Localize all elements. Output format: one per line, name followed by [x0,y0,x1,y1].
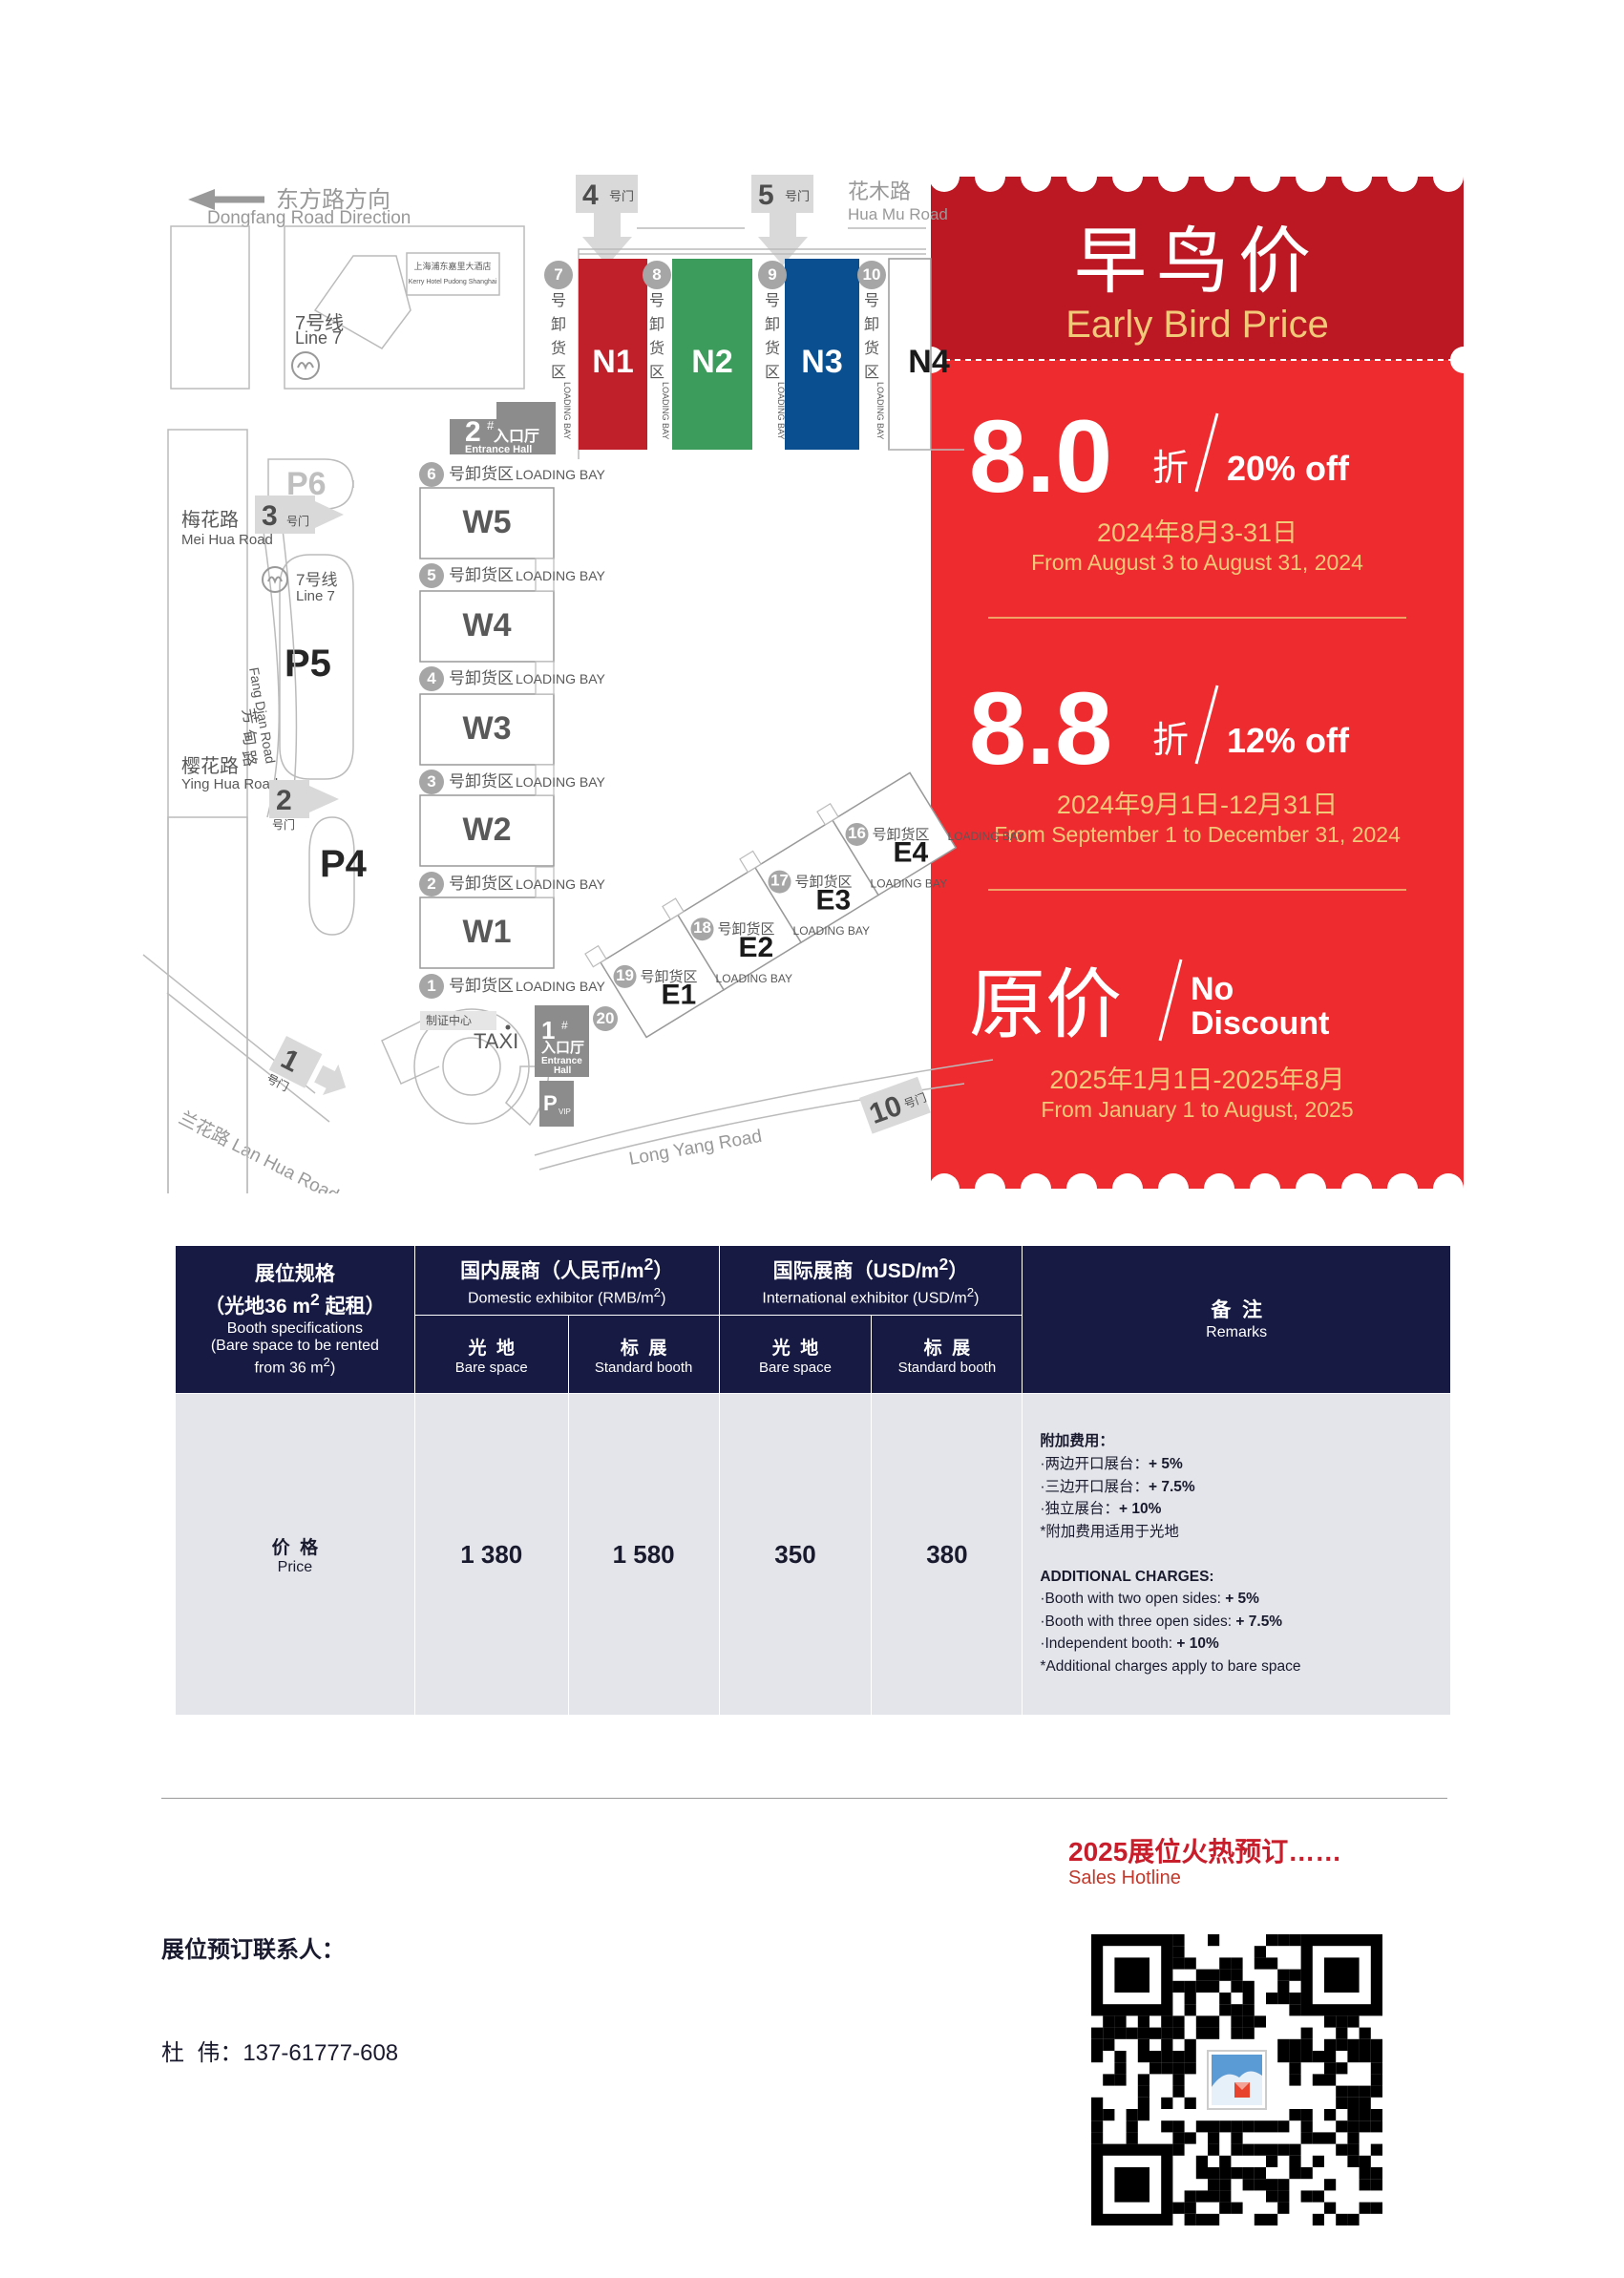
svg-text:8: 8 [652,265,661,284]
svg-text:LOADING BAY: LOADING BAY [948,830,1024,843]
svg-text:Hua Mu Road: Hua Mu Road [848,205,948,223]
svg-text:货: 货 [765,340,780,357]
svg-text:货: 货 [551,340,566,357]
svg-text:号卸货区: 号卸货区 [449,772,514,791]
svg-text:Line 7: Line 7 [296,588,335,604]
svg-text:LOADING BAY: LOADING BAY [562,382,572,439]
svg-text:货: 货 [864,340,879,357]
svg-text:Entrance Hall: Entrance Hall [465,444,532,455]
svg-text:货: 货 [649,340,664,357]
svg-text:Kerry Hotel Pudong Shanghai: Kerry Hotel Pudong Shanghai [409,279,497,285]
svg-text:号: 号 [551,292,566,309]
svg-text:区: 区 [864,365,879,381]
svg-text:号卸货区: 号卸货区 [449,669,514,687]
svg-text:号卸货区: 号卸货区 [873,827,930,843]
svg-text:卸: 卸 [864,316,879,333]
svg-text:TAXI: TAXI [474,1029,518,1053]
svg-text:5: 5 [427,566,435,584]
svg-text:梅花路: 梅花路 [181,509,239,531]
svg-text:LOADING BAY: LOADING BAY [516,671,606,686]
svg-text:5: 5 [758,179,774,211]
svg-text:号: 号 [649,292,664,309]
svg-text:LOADING BAY: LOADING BAY [875,382,885,439]
svg-text:入口厅: 入口厅 [541,1040,584,1056]
svg-text:19: 19 [616,966,634,984]
svg-text:花木路: 花木路 [848,179,911,203]
svg-text:4: 4 [427,669,436,687]
svg-text:1: 1 [427,977,435,995]
svg-text:卸: 卸 [551,316,566,333]
svg-text:号卸货区: 号卸货区 [449,977,514,995]
svg-text:号门: 号门 [609,189,634,203]
svg-text:号卸货区: 号卸货区 [718,921,775,938]
svg-text:Line 7: Line 7 [295,328,342,348]
svg-text:制证中心: 制证中心 [426,1013,472,1027]
svg-text:号卸货区: 号卸货区 [449,566,514,584]
svg-text:路: 路 [239,749,260,768]
svg-text:卸: 卸 [765,316,780,333]
svg-text:樱花路: 樱花路 [181,755,239,777]
svg-text:10: 10 [863,265,881,284]
svg-text:兰花路 Lan Hua Road: 兰花路 Lan Hua Road [176,1107,343,1193]
svg-text:卸: 卸 [649,316,664,333]
svg-text:号门: 号门 [785,189,810,203]
svg-text:号卸货区: 号卸货区 [449,875,514,893]
svg-text:Ying Hua Road: Ying Hua Road [181,776,278,792]
svg-text:3: 3 [427,772,435,791]
svg-text:LOADING BAY: LOADING BAY [716,972,792,985]
svg-text:2: 2 [276,785,292,816]
svg-text:Hall: Hall [554,1065,572,1076]
svg-text:LOADING BAY: LOADING BAY [661,382,670,439]
svg-text:W2: W2 [463,812,512,848]
svg-text:号门: 号门 [272,817,295,832]
svg-text:16: 16 [848,824,866,842]
svg-text:17: 17 [770,872,789,890]
svg-text:Dongfang Road Direction: Dongfang Road Direction [207,208,411,228]
svg-text:7号线: 7号线 [296,571,337,589]
svg-text:入口厅: 入口厅 [494,428,539,445]
svg-text:号卸货区: 号卸货区 [795,875,853,891]
svg-text:3: 3 [262,500,278,532]
svg-text:P4: P4 [320,843,368,885]
svg-text:LOADING BAY: LOADING BAY [871,877,947,891]
svg-text:4: 4 [582,179,599,211]
svg-text:6: 6 [427,465,435,483]
svg-text:上海浦东嘉里大酒店: 上海浦东嘉里大酒店 [413,261,491,271]
svg-text:#: # [561,1019,568,1032]
svg-text:9: 9 [768,265,776,284]
svg-text:W4: W4 [463,607,512,643]
svg-text:18: 18 [693,918,711,937]
svg-text:LOADING BAY: LOADING BAY [516,568,606,583]
svg-text:LOADING BAY: LOADING BAY [516,774,606,790]
svg-text:号: 号 [864,292,879,309]
svg-text:LOADING BAY: LOADING BAY [793,924,870,938]
svg-text:LOADING BAY: LOADING BAY [516,876,606,892]
svg-text:N2: N2 [691,344,732,380]
svg-text:号: 号 [765,292,780,309]
svg-text:Long Yang Road: Long Yang Road [627,1127,763,1170]
svg-text:LOADING BAY: LOADING BAY [516,467,606,482]
svg-text:区: 区 [649,365,664,381]
svg-text:W3: W3 [463,710,512,747]
svg-text:7: 7 [554,265,562,284]
svg-text:号卸货区: 号卸货区 [449,465,514,483]
svg-text:号门: 号门 [286,514,309,528]
svg-text:W5: W5 [463,504,512,540]
svg-text:甸: 甸 [239,728,260,747]
svg-text:W1: W1 [463,914,512,950]
svg-text:20: 20 [597,1009,615,1027]
svg-text:P: P [543,1091,558,1115]
svg-text:LOADING BAY: LOADING BAY [776,382,786,439]
svg-text:VIP: VIP [559,1107,571,1116]
svg-text:号卸货区: 号卸货区 [641,969,698,985]
svg-text:LOADING BAY: LOADING BAY [516,979,606,994]
svg-text:2: 2 [427,875,435,893]
svg-text:区: 区 [765,365,780,381]
svg-text:N4: N4 [908,344,950,380]
svg-text:N1: N1 [592,344,633,380]
svg-text:Mei Hua Road: Mei Hua Road [181,532,273,548]
svg-text:P5: P5 [285,643,331,685]
svg-text:区: 区 [551,365,566,381]
svg-text:N3: N3 [801,344,842,380]
